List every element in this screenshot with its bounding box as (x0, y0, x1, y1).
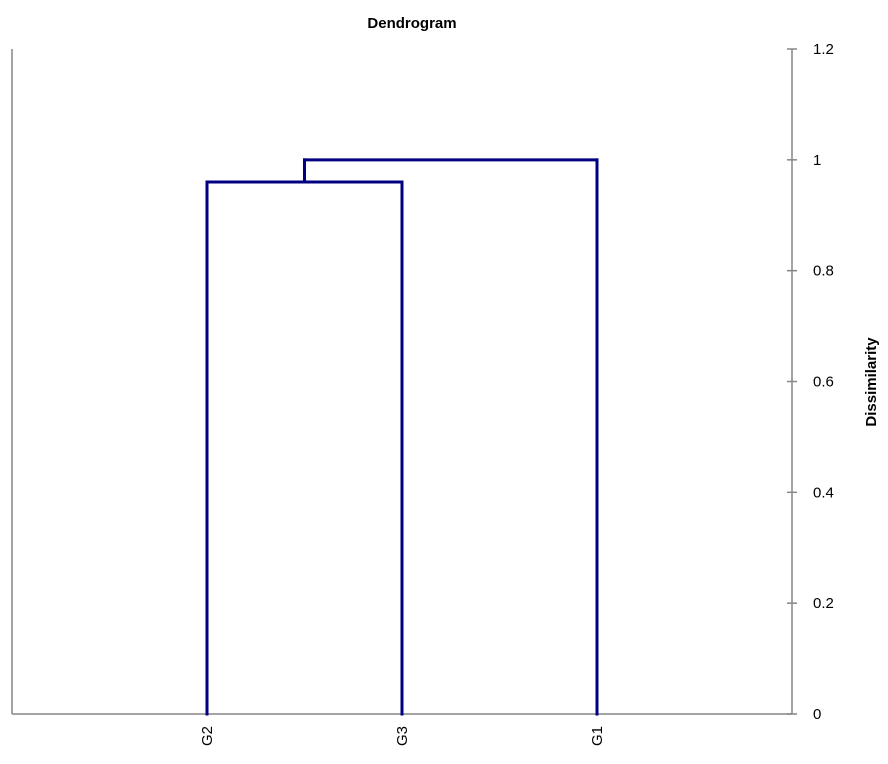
y-axis-ticks: 0 0.2 0.4 0.6 0.8 1 1.2 (787, 41, 834, 723)
y-tick-label: 0.2 (813, 595, 834, 612)
y-axis-title: Dissimilarity (863, 337, 880, 427)
chart-title: Dendrogram (367, 15, 456, 32)
y-tick-label: 0.4 (813, 484, 834, 501)
leaf-label-g3: G3 (394, 726, 411, 746)
y-tick-label: 0.8 (813, 263, 834, 280)
y-tick-label: 1 (813, 152, 821, 169)
y-tick-label: 0 (813, 706, 821, 723)
leaf-label-g2: G2 (199, 726, 216, 746)
leaf-label-g1: G1 (589, 726, 606, 746)
dendrogram-branches (205, 158, 599, 716)
y-tick-label: 1.2 (813, 41, 834, 58)
leaf-labels: G2 G3 G1 (199, 726, 606, 746)
y-tick-label: 0.6 (813, 374, 834, 391)
